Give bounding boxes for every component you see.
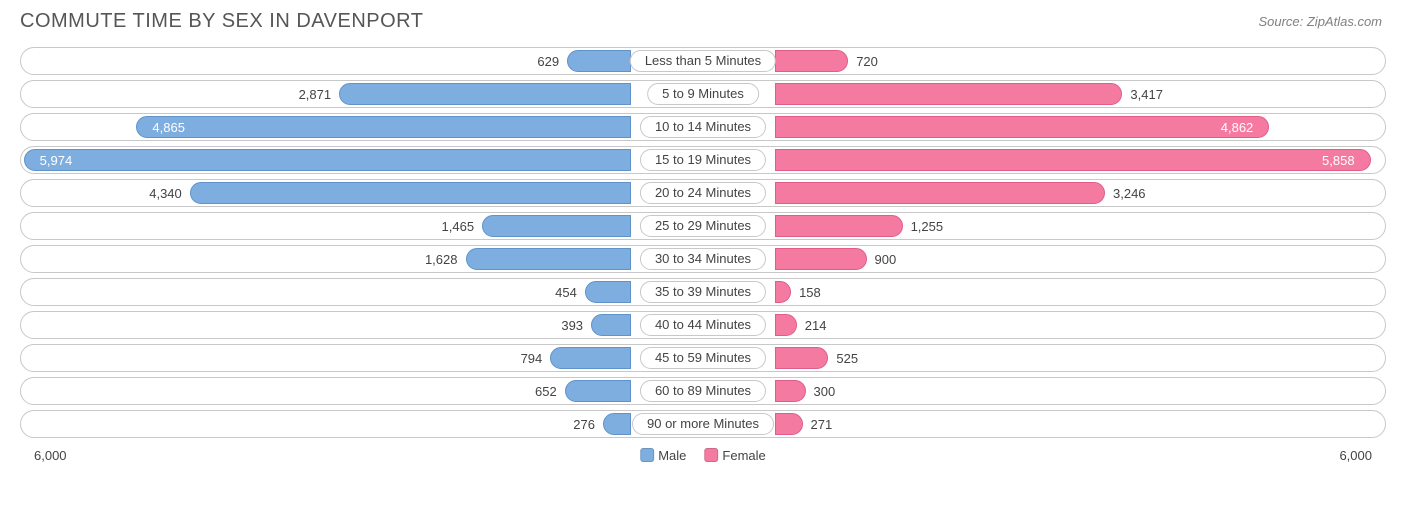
value-male: 794: [521, 345, 543, 373]
bar-female: [775, 281, 791, 303]
bar-female: [775, 149, 1371, 171]
value-female: 158: [799, 279, 821, 307]
bar-male: [550, 347, 631, 369]
category-label: Less than 5 Minutes: [630, 50, 776, 72]
value-male: 4,865: [144, 114, 185, 142]
table-row: 25 to 29 Minutes 1,465 1,255: [20, 212, 1386, 240]
table-row: 15 to 19 Minutes 5,974 5,858: [20, 146, 1386, 174]
bar-male: [567, 50, 631, 72]
chart-footer: 6,000 Male Female 6,000: [20, 446, 1386, 470]
axis-left-max: 6,000: [34, 448, 67, 463]
value-male: 4,340: [149, 180, 182, 208]
legend-male-swatch: [640, 448, 654, 462]
value-male: 393: [561, 312, 583, 340]
chart-title: COMMUTE TIME BY SEX IN DAVENPORT: [20, 10, 1386, 33]
bar-female: [775, 380, 806, 402]
value-male: 2,871: [299, 81, 332, 109]
bar-male: [585, 281, 631, 303]
category-label: 40 to 44 Minutes: [640, 314, 766, 336]
category-label: 10 to 14 Minutes: [640, 116, 766, 138]
table-row: 20 to 24 Minutes 4,340 3,246: [20, 179, 1386, 207]
axis-right-max: 6,000: [1339, 448, 1372, 463]
bar-male: [565, 380, 631, 402]
commute-chart: COMMUTE TIME BY SEX IN DAVENPORT Source:…: [0, 0, 1406, 523]
legend-female-swatch: [704, 448, 718, 462]
legend-male-label: Male: [658, 448, 686, 463]
bar-male: [603, 413, 631, 435]
legend-male: Male: [640, 448, 686, 463]
category-label: 20 to 24 Minutes: [640, 182, 766, 204]
table-row: 90 or more Minutes 276 271: [20, 410, 1386, 438]
value-male: 276: [573, 411, 595, 439]
value-male: 5,974: [32, 147, 73, 175]
value-male: 1,628: [425, 246, 458, 274]
value-female: 1,255: [911, 213, 944, 241]
value-male: 652: [535, 378, 557, 406]
value-female: 720: [856, 48, 878, 76]
bar-male: [482, 215, 631, 237]
bar-male: [466, 248, 632, 270]
table-row: 60 to 89 Minutes 652 300: [20, 377, 1386, 405]
table-row: 10 to 14 Minutes 4,865 4,862: [20, 113, 1386, 141]
table-row: 35 to 39 Minutes 454 158: [20, 278, 1386, 306]
bar-female: [775, 347, 828, 369]
value-female: 3,246: [1113, 180, 1146, 208]
bar-female: [775, 50, 848, 72]
value-male: 1,465: [442, 213, 475, 241]
category-label: 25 to 29 Minutes: [640, 215, 766, 237]
value-female: 900: [875, 246, 897, 274]
value-female: 300: [814, 378, 836, 406]
category-label: 60 to 89 Minutes: [640, 380, 766, 402]
bar-male: [136, 116, 631, 138]
source-attribution: Source: ZipAtlas.com: [1258, 14, 1382, 29]
category-label: 5 to 9 Minutes: [647, 83, 759, 105]
value-female: 5,858: [1322, 147, 1363, 175]
category-label: 45 to 59 Minutes: [640, 347, 766, 369]
value-female: 271: [811, 411, 833, 439]
table-row: 40 to 44 Minutes 393 214: [20, 311, 1386, 339]
table-row: 45 to 59 Minutes 794 525: [20, 344, 1386, 372]
bar-female: [775, 248, 867, 270]
bar-male: [190, 182, 631, 204]
value-male: 454: [555, 279, 577, 307]
bar-male: [24, 149, 631, 171]
category-label: 30 to 34 Minutes: [640, 248, 766, 270]
value-female: 214: [805, 312, 827, 340]
bar-female: [775, 182, 1105, 204]
bar-female: [775, 83, 1122, 105]
value-female: 4,862: [1221, 114, 1262, 142]
category-label: 15 to 19 Minutes: [640, 149, 766, 171]
value-male: 629: [537, 48, 559, 76]
value-female: 525: [836, 345, 858, 373]
legend-female-label: Female: [722, 448, 765, 463]
bar-male: [339, 83, 631, 105]
bar-female: [775, 215, 903, 237]
chart-rows: Less than 5 Minutes 629 720 5 to 9 Minutes 2…: [20, 47, 1386, 438]
legend: Male Female: [640, 448, 766, 463]
table-row: 30 to 34 Minutes 1,628 900: [20, 245, 1386, 273]
value-female: 3,417: [1130, 81, 1163, 109]
legend-female: Female: [704, 448, 765, 463]
category-label: 35 to 39 Minutes: [640, 281, 766, 303]
bar-female: [775, 314, 797, 336]
table-row: Less than 5 Minutes 629 720: [20, 47, 1386, 75]
bar-female: [775, 116, 1269, 138]
category-label: 90 or more Minutes: [632, 413, 774, 435]
bar-female: [775, 413, 803, 435]
table-row: 5 to 9 Minutes 2,871 3,417: [20, 80, 1386, 108]
bar-male: [591, 314, 631, 336]
